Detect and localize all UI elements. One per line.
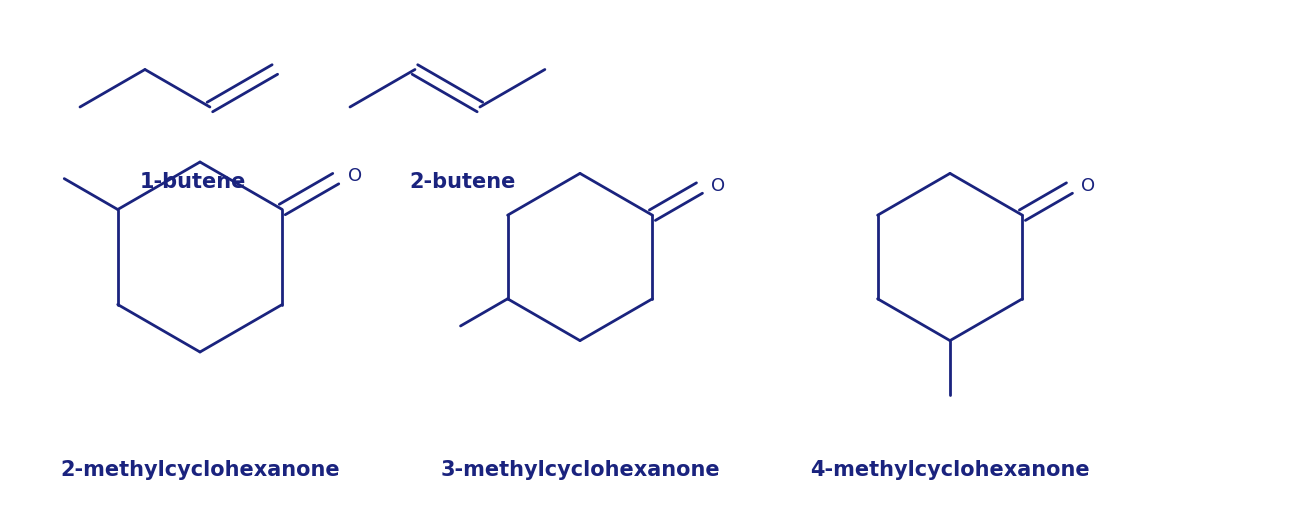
Text: O: O xyxy=(1082,177,1095,195)
Text: 1-butene: 1-butene xyxy=(139,172,246,192)
Text: O: O xyxy=(711,177,726,195)
Text: 3-methylcyclohexanone: 3-methylcyclohexanone xyxy=(440,460,719,480)
Text: 4-methylcyclohexanone: 4-methylcyclohexanone xyxy=(810,460,1090,480)
Text: 2-methylcyclohexanone: 2-methylcyclohexanone xyxy=(60,460,339,480)
Text: 2-butene: 2-butene xyxy=(409,172,516,192)
Text: O: O xyxy=(347,167,362,185)
